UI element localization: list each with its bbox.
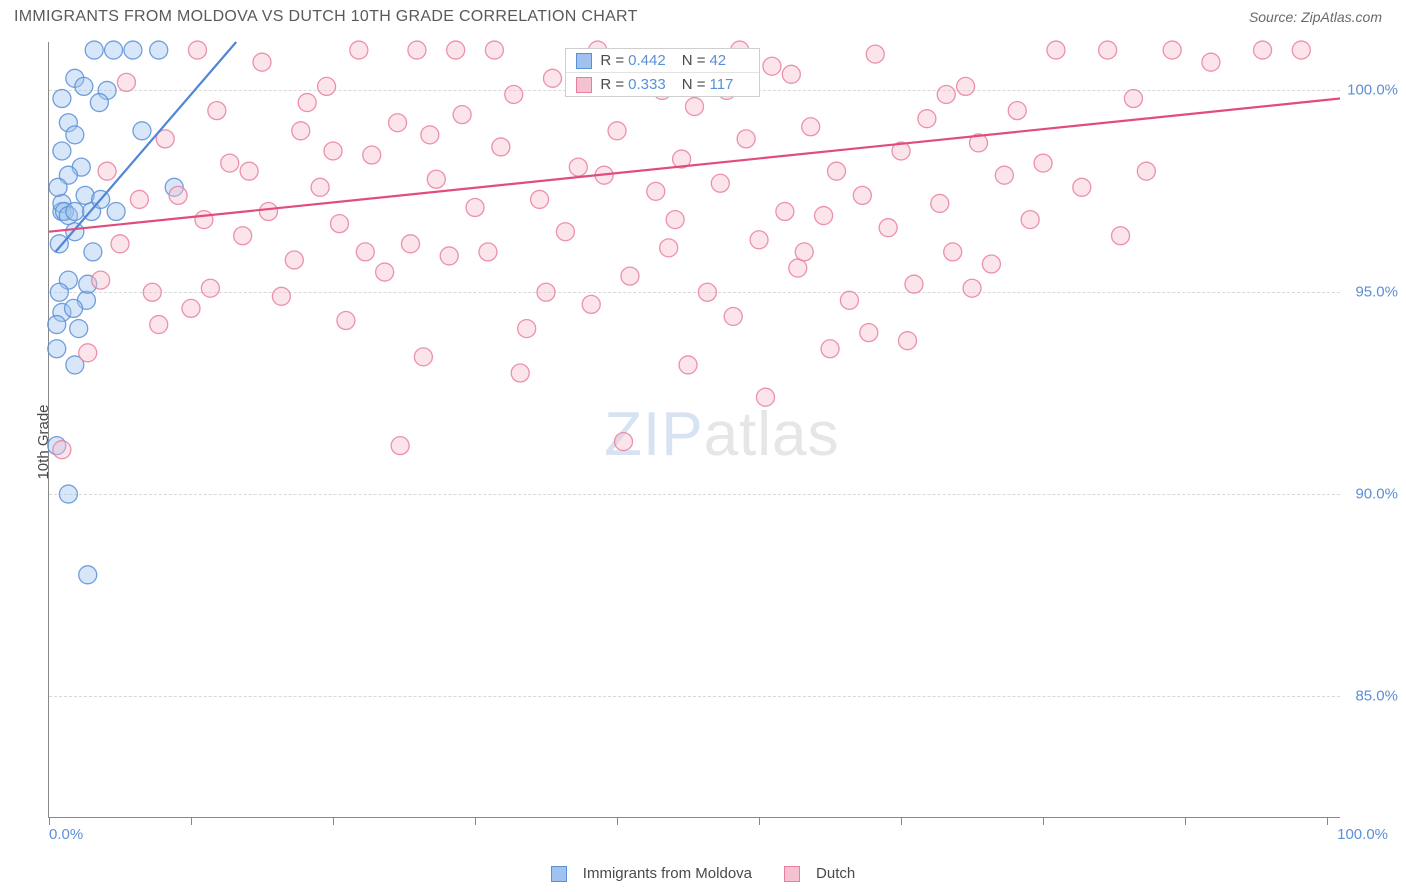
stats-box: R = 0.442 N = 42 R = 0.333 N = 117 [565, 48, 760, 97]
legend-label-dutch: Dutch [816, 865, 855, 882]
legend-item-dutch: Dutch [784, 865, 855, 882]
stats-row-dutch: R = 0.333 N = 117 [566, 73, 759, 96]
legend: Immigrants from Moldova Dutch [0, 865, 1406, 882]
swatch-dutch [576, 77, 592, 93]
stat-r-label: R = [600, 76, 624, 93]
stat-n-label: N = [682, 76, 706, 93]
chart-title: IMMIGRANTS FROM MOLDOVA VS DUTCH 10TH GR… [14, 8, 638, 26]
swatch-dutch-icon [784, 866, 800, 882]
legend-item-moldova: Immigrants from Moldova [551, 865, 752, 882]
swatch-moldova-icon [551, 866, 567, 882]
chart-container: 10th Grade ZIPatlas R = 0.442 N = 42 R =… [48, 42, 1388, 842]
stat-n-label: N = [682, 52, 706, 69]
legend-label-moldova: Immigrants from Moldova [583, 865, 752, 882]
plot-area: ZIPatlas R = 0.442 N = 42 R = 0.333 N = … [48, 42, 1340, 818]
stat-r-moldova: 0.442 [628, 52, 666, 69]
swatch-moldova [576, 53, 592, 69]
chart-source: Source: ZipAtlas.com [1249, 9, 1382, 25]
chart-header: IMMIGRANTS FROM MOLDOVA VS DUTCH 10TH GR… [0, 0, 1406, 34]
stat-r-dutch: 0.333 [628, 76, 666, 93]
stat-r-label: R = [600, 52, 624, 69]
stat-n-dutch: 117 [709, 76, 733, 93]
stat-n-moldova: 42 [709, 52, 726, 69]
scatter-svg [49, 42, 1340, 817]
stats-row-moldova: R = 0.442 N = 42 [566, 49, 759, 73]
